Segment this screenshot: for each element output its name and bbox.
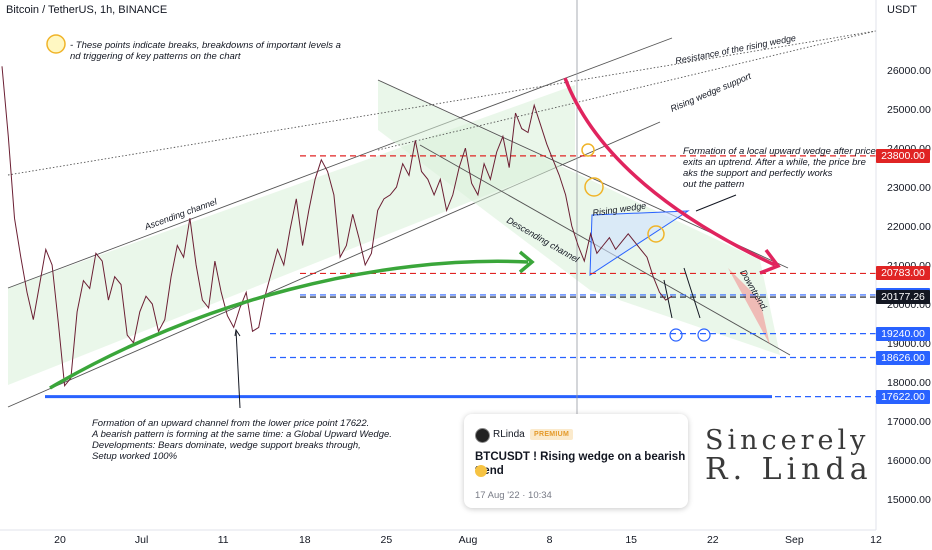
green-arrow-head (518, 250, 535, 274)
author-name[interactable]: RLinda (493, 429, 525, 440)
price-level-tag: 20177.26 (876, 290, 930, 305)
x-tick-label: 8 (547, 534, 553, 546)
downtrend-arrow-shape (728, 268, 770, 345)
path-arrow (663, 279, 673, 319)
rising-wedge-triangle (589, 210, 690, 276)
premium-badge: PREMIUM (530, 429, 574, 440)
x-tick-label: 15 (625, 534, 637, 546)
target-icon (697, 328, 711, 342)
x-tick-label: 18 (299, 534, 311, 546)
break-point-marker (584, 177, 604, 197)
note-pointer-line (235, 329, 241, 409)
y-tick-label: 26000.00 (887, 65, 931, 77)
note-pointer-head (234, 328, 241, 337)
legend-marker-circle (46, 34, 66, 54)
note-pointer-line (695, 194, 737, 212)
x-tick-label: 22 (707, 534, 719, 546)
price-level-tag: 20783.00 (876, 266, 930, 281)
x-tick-label: 20 (54, 534, 66, 546)
chart-title: Bitcoin / TetherUS, 1h, BINANCE (6, 4, 168, 16)
descending-channel-area (378, 80, 780, 355)
break-point-marker (647, 225, 665, 243)
price-level-tag: 17622.00 (876, 389, 930, 404)
price-level-tag: 19240.00 (876, 326, 930, 341)
x-tick-label: 25 (381, 534, 393, 546)
y-tick-label: 16000.00 (887, 455, 931, 467)
y-tick-label: 25000.00 (887, 104, 931, 116)
idea-date: 17 Aug '22 · 10:34 (475, 490, 552, 501)
target-icon (669, 328, 683, 342)
price-unit: USDT (887, 4, 917, 16)
signature-line-2: R. Linda (705, 452, 873, 487)
emoji-icon (475, 465, 487, 477)
y-tick-label: 18000.00 (887, 377, 931, 389)
idea-card[interactable]: RLinda PREMIUM BTCUSDT ! Rising wedge on… (464, 414, 688, 508)
legend-note: - These points indicate breaks, breakdow… (70, 40, 341, 62)
y-tick-label: 15000.00 (887, 494, 931, 506)
y-tick-label: 23000.00 (887, 182, 931, 194)
y-tick-label: 17000.00 (887, 416, 931, 428)
x-tick-label: 11 (218, 534, 229, 546)
author-avatar[interactable] (475, 428, 490, 443)
x-tick-label: Aug (459, 534, 478, 546)
price-level-tag: 23800.00 (876, 148, 930, 163)
x-tick-label: 12 (870, 534, 882, 546)
y-tick-label: 19000.00 (887, 338, 931, 350)
x-tick-label: Jul (135, 534, 148, 546)
x-tick-label: Sep (785, 534, 804, 546)
signature-line-1: Sincerely (705, 425, 870, 456)
green-trend-curve (49, 259, 529, 390)
ascending-channel-area (8, 85, 575, 385)
idea-title[interactable]: BTCUSDT ! Rising wedge on a bearish tren… (475, 451, 686, 477)
resistance-label: Resistance of the rising wedge (674, 33, 796, 66)
y-tick-label: 22000.00 (887, 221, 931, 233)
price-levels-layer (45, 155, 876, 399)
channel-note: Formation of an upward channel from the … (91, 418, 392, 462)
path-arrow (683, 267, 701, 319)
local-wedge-note: Formation of a local upward wedge after … (683, 146, 878, 190)
wedge-support-line (377, 17, 931, 151)
annotation-curves (46, 34, 781, 409)
drawing-layer (7, 17, 931, 408)
price-series-line (1, 66, 673, 388)
y-axis-bg (876, 0, 932, 530)
price-level-tag: 18626.00 (876, 350, 930, 365)
x-axis-ticks: 20 Jul 11 18 25 Aug 8 15 22 Sep 12 (54, 534, 882, 546)
red-trend-curve (563, 77, 776, 267)
red-arrow-head (759, 248, 781, 275)
signature: Sincerely R. Linda (705, 425, 873, 487)
break-point-marker (581, 143, 595, 157)
ascending-channel-top (7, 37, 673, 289)
